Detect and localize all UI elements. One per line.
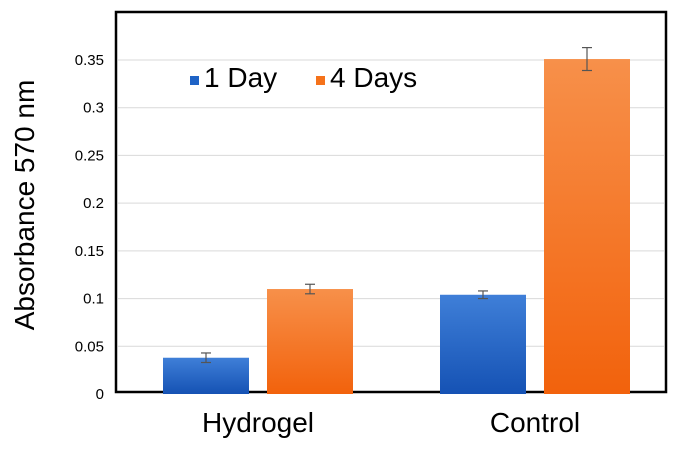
bar-1-day-control <box>440 294 526 394</box>
legend-swatch <box>316 76 325 85</box>
error-bar <box>305 283 315 295</box>
y-tick-label: 0.35 <box>75 52 104 69</box>
legend: 1 Day 4 Days <box>190 62 417 93</box>
y-tick-label: 0.15 <box>75 243 104 260</box>
y-tick-label: 0.25 <box>75 147 104 164</box>
error-bar <box>478 290 488 300</box>
bar-4-days-control <box>544 59 630 394</box>
bars <box>163 59 630 394</box>
legend-swatch <box>190 76 199 85</box>
y-tick-label: 0 <box>96 386 104 403</box>
error-bar <box>582 46 592 72</box>
bar-4-days-hydrogel <box>267 289 353 394</box>
y-tick-label: 0.05 <box>75 338 104 355</box>
y-tick-label: 0.2 <box>83 195 104 212</box>
y-ticks: 0 0.05 0.1 0.15 0.2 0.25 0.3 0.35 <box>75 52 104 403</box>
legend-label: 4 Days <box>330 62 417 93</box>
y-axis-title: Absorbance 570 nm <box>9 80 40 331</box>
y-tick-label: 0.3 <box>83 100 104 117</box>
y-tick-label: 0.1 <box>83 291 104 308</box>
x-category-label: Hydrogel <box>202 407 314 438</box>
legend-label: 1 Day <box>204 62 277 93</box>
x-categories: Hydrogel Control <box>202 407 580 438</box>
bar-1-day-hydrogel <box>163 357 249 394</box>
error-bars <box>201 46 592 364</box>
error-bar <box>201 352 211 364</box>
x-category-label: Control <box>490 407 580 438</box>
